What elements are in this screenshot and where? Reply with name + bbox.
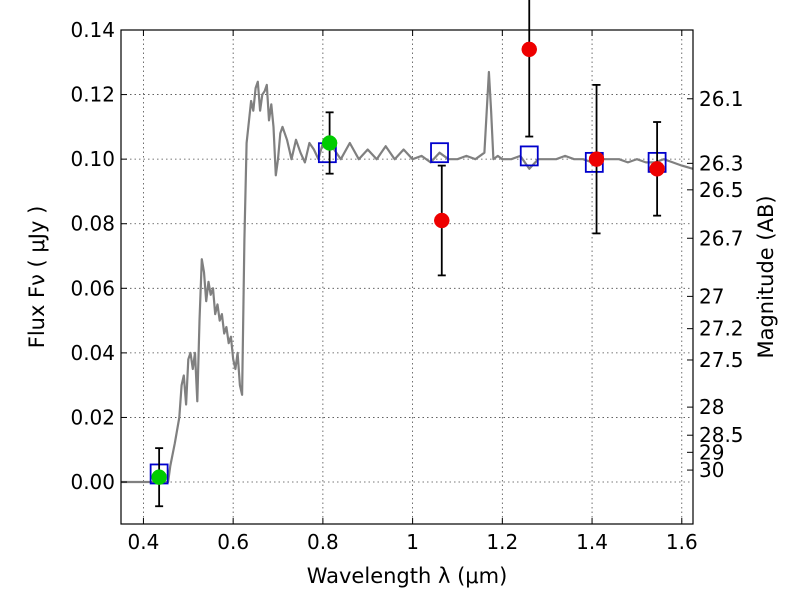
x-tick-label: 1	[406, 530, 419, 554]
x-tick-label: 0.8	[307, 530, 339, 554]
observed-green-point	[151, 469, 167, 485]
mag-tick-label: 26.7	[699, 226, 744, 250]
mag-tick-label: 27	[699, 284, 724, 308]
observed-red-point	[588, 151, 605, 167]
y-tick-label: 0.14	[70, 18, 115, 42]
x-tick-label: 0.6	[217, 530, 249, 554]
x-tick-label: 0.4	[128, 530, 160, 554]
y-tick-label: 0.08	[70, 212, 115, 236]
y-tick-label: 0.04	[70, 341, 115, 365]
model-spectrum-layer	[121, 70, 694, 484]
y-axis-right-label: Magnitude (AB)	[754, 195, 778, 358]
x-tick-label: 1.6	[666, 530, 698, 554]
model-photometry-point	[519, 145, 539, 167]
mag-tick-label: 26.3	[699, 151, 744, 175]
mag-tick-label: 28	[699, 395, 724, 419]
y-tick-label: 0.02	[70, 405, 115, 429]
mag-tick-label: 26.5	[699, 178, 744, 202]
plot-frame	[120, 29, 694, 525]
model-photometry-point	[430, 142, 449, 164]
ticks: 0.4 0.6 0.8 1 1.2 1.4 1.6 0.00 0.02 0.04 0.06 0.08 0…	[70, 18, 743, 554]
mag-tick-label: 29	[699, 440, 724, 464]
mag-tick-label: 26.1	[699, 87, 744, 111]
mag-tick-label: 28.5	[699, 423, 744, 447]
x-axis-label: Wavelength λ (μm)	[307, 564, 508, 588]
y-tick-label: 0.00	[70, 470, 115, 494]
x-tick-label: 1.2	[486, 530, 518, 554]
data-markers-layer	[149, 0, 667, 508]
observed-red-point	[521, 41, 538, 58]
mag-tick-label: 27.5	[699, 348, 744, 372]
grid	[121, 29, 693, 524]
model-spectrum-line	[121, 70, 694, 484]
x-tick-label: 1.4	[576, 530, 608, 554]
y-axis-label: Flux Fν ( μJy )	[25, 206, 49, 349]
observed-green-point	[321, 135, 338, 151]
y-tick-label: 0.06	[70, 276, 115, 300]
mag-tick-label: 30	[699, 458, 724, 482]
y-tick-label: 0.12	[70, 83, 115, 107]
observed-red-point	[434, 212, 450, 229]
observed-red-point	[649, 161, 665, 177]
mag-tick-label: 27.2	[699, 317, 744, 341]
y-tick-label: 0.10	[70, 147, 115, 171]
